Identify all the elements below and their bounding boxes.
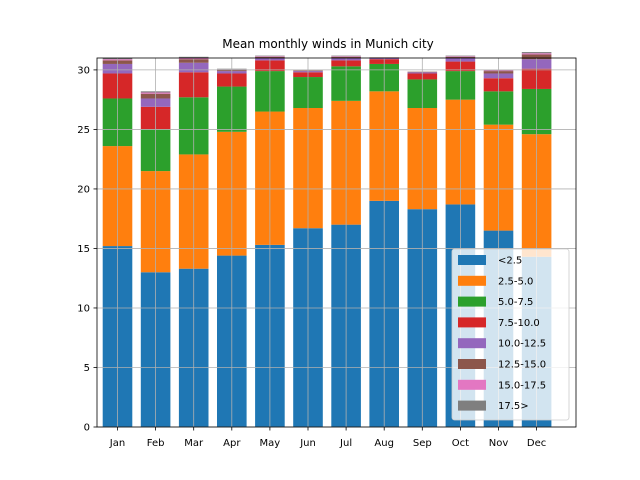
axes-frame — [96, 57, 577, 428]
legend-label-3: 7.5-10.0 — [498, 318, 540, 329]
bar-segment-may-5 — [255, 56, 285, 58]
bar-segment-jul-7 — [331, 55, 361, 57]
x-tick-label-mar: Mar — [184, 438, 204, 449]
legend-swatch-5 — [458, 359, 486, 369]
legend-swatch-2 — [458, 296, 486, 307]
legend-swatch-3 — [458, 317, 486, 328]
legend-label-4: 10.0-12.5 — [498, 339, 546, 350]
bar-segment-oct-7 — [445, 55, 476, 57]
x-tick-label-nov: Nov — [489, 438, 509, 449]
axes-layer: 0 5 10 15 20 25 30 Jan Feb Mar Apr May Jun Jul Aug Sep O… — [77, 57, 577, 449]
bar-segment-mar-7 — [178, 56, 209, 58]
legend-label-6: 15.0-17.5 — [498, 380, 546, 391]
y-tick-label: 15 — [77, 244, 90, 255]
bar-segment-oct-6 — [445, 56, 476, 57]
legend-swatch-7 — [458, 400, 486, 411]
legend-label-1: 2.5-5.0 — [498, 276, 533, 287]
x-tick-label-may: May — [260, 438, 281, 449]
bar-segment-dec-6 — [521, 53, 552, 55]
x-tick-label-dec: Dec — [527, 438, 546, 449]
legend-label-0: <2.5 — [498, 256, 522, 267]
y-tick-label: 0 — [84, 423, 90, 434]
legend-swatch-6 — [458, 379, 486, 390]
y-tick-label: 25 — [77, 125, 90, 136]
x-tick-label-jun: Jun — [299, 438, 316, 449]
x-tick-label-sep: Sep — [413, 438, 432, 449]
legend-label-5: 12.5-15.0 — [498, 360, 546, 371]
legend-swatch-4 — [458, 338, 486, 349]
legend-label-2: 5.0-7.5 — [498, 297, 533, 308]
bar-segment-dec-5 — [521, 54, 552, 60]
y-tick-label: 5 — [84, 363, 90, 374]
legend-swatch-1 — [458, 275, 486, 286]
x-tick-label-aug: Aug — [374, 438, 394, 449]
legend-box — [451, 248, 570, 421]
x-tick-label-feb: Feb — [147, 438, 165, 449]
bar-segment-jul-6 — [331, 56, 361, 57]
bar-segment-oct-5 — [445, 56, 476, 58]
bar-segment-may-7 — [255, 55, 285, 57]
legend-label-7: 17.5> — [498, 401, 529, 412]
chart-title: Mean monthly winds in Munich city — [222, 37, 434, 51]
y-tick-label: 10 — [77, 303, 90, 314]
x-tick-label-oct: Oct — [452, 438, 469, 449]
y-tick-label: 30 — [77, 65, 90, 76]
x-tick-label-jul: Jul — [339, 438, 352, 449]
legend-swatch-0 — [458, 255, 486, 265]
x-tick-label-jan: Jan — [109, 438, 125, 449]
x-tick-label-apr: Apr — [223, 438, 241, 449]
bar-segment-dec-7 — [521, 52, 552, 54]
bar-segment-jul-5 — [331, 56, 361, 58]
bar-segment-may-6 — [255, 56, 285, 57]
y-tick-label: 20 — [77, 184, 90, 195]
legend: <2.5 2.5-5.0 5.0-7.5 7.5-10.0 10.0-12.5 12.5-… — [451, 248, 570, 421]
